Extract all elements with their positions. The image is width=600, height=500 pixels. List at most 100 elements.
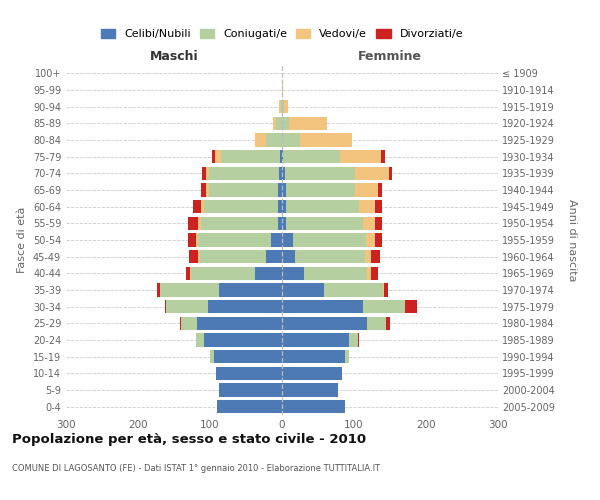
Text: Femmine: Femmine	[358, 50, 422, 64]
Bar	[340, 150, 382, 164]
Bar	[383, 284, 384, 296]
Bar	[282, 116, 289, 130]
Bar	[282, 284, 324, 296]
Bar	[279, 100, 281, 114]
Legend: Celibi/Nubili, Coniugati/e, Vedovi/e, Divorziati/e: Celibi/Nubili, Coniugati/e, Vedovi/e, Di…	[101, 28, 463, 39]
Bar	[206, 166, 209, 180]
Bar	[282, 100, 284, 114]
Bar	[349, 334, 358, 346]
Bar	[200, 200, 204, 213]
Bar	[282, 300, 364, 314]
Bar	[282, 84, 283, 96]
Bar	[218, 384, 282, 396]
Bar	[358, 334, 359, 346]
Bar	[286, 184, 355, 196]
Bar	[206, 184, 209, 196]
Bar	[198, 234, 271, 246]
Bar	[271, 234, 282, 246]
Bar	[185, 266, 190, 280]
Bar	[375, 200, 382, 213]
Bar	[278, 216, 282, 230]
Bar	[386, 316, 390, 330]
Bar	[367, 266, 371, 280]
Bar	[215, 150, 221, 164]
Bar	[282, 200, 286, 213]
Bar	[283, 150, 340, 164]
Bar	[282, 150, 283, 164]
Bar	[278, 200, 282, 213]
Bar	[279, 166, 282, 180]
Bar	[189, 250, 199, 264]
Bar	[364, 300, 405, 314]
Bar	[188, 216, 198, 230]
Bar	[282, 234, 293, 246]
Bar	[196, 334, 204, 346]
Bar	[324, 284, 383, 296]
Bar	[209, 166, 279, 180]
Bar	[282, 384, 338, 396]
Bar	[280, 150, 282, 164]
Bar	[214, 350, 282, 364]
Bar	[256, 134, 266, 146]
Bar	[200, 216, 278, 230]
Bar	[286, 216, 362, 230]
Bar	[204, 334, 282, 346]
Text: Popolazione per età, sesso e stato civile - 2010: Popolazione per età, sesso e stato civil…	[12, 432, 366, 446]
Y-axis label: Anni di nascita: Anni di nascita	[567, 198, 577, 281]
Bar	[405, 300, 418, 314]
Bar	[375, 234, 382, 246]
Bar	[217, 400, 282, 413]
Bar	[379, 184, 382, 196]
Bar	[282, 400, 346, 413]
Bar	[359, 200, 375, 213]
Bar	[382, 150, 385, 164]
Bar	[346, 350, 349, 364]
Bar	[191, 266, 254, 280]
Bar	[282, 334, 349, 346]
Bar	[282, 250, 295, 264]
Bar	[210, 350, 214, 364]
Bar	[282, 166, 285, 180]
Bar	[221, 150, 280, 164]
Bar	[157, 284, 160, 296]
Bar	[300, 134, 352, 146]
Bar	[286, 200, 359, 213]
Bar	[289, 116, 326, 130]
Bar	[355, 184, 379, 196]
Y-axis label: Fasce di età: Fasce di età	[17, 207, 27, 273]
Text: Maschi: Maschi	[149, 50, 199, 64]
Bar	[362, 216, 375, 230]
Bar	[266, 250, 282, 264]
Bar	[254, 266, 282, 280]
Bar	[160, 284, 220, 296]
Bar	[371, 266, 378, 280]
Bar	[180, 316, 181, 330]
Bar	[295, 250, 365, 264]
Bar	[285, 166, 355, 180]
Bar	[389, 166, 392, 180]
Bar	[282, 216, 286, 230]
Bar	[198, 216, 200, 230]
Bar	[199, 250, 200, 264]
Bar	[164, 300, 166, 314]
Bar	[384, 284, 388, 296]
Bar	[193, 200, 200, 213]
Bar	[202, 184, 206, 196]
Bar	[282, 134, 300, 146]
Bar	[190, 266, 191, 280]
Bar	[202, 166, 206, 180]
Bar	[208, 300, 282, 314]
Bar	[375, 216, 382, 230]
Bar	[212, 150, 215, 164]
Bar	[367, 316, 386, 330]
Bar	[196, 234, 198, 246]
Bar	[365, 250, 371, 264]
Bar	[304, 266, 367, 280]
Bar	[181, 316, 197, 330]
Bar	[282, 184, 286, 196]
Bar	[282, 350, 346, 364]
Bar	[188, 234, 196, 246]
Bar	[282, 266, 304, 280]
Bar	[282, 366, 342, 380]
Bar	[272, 116, 276, 130]
